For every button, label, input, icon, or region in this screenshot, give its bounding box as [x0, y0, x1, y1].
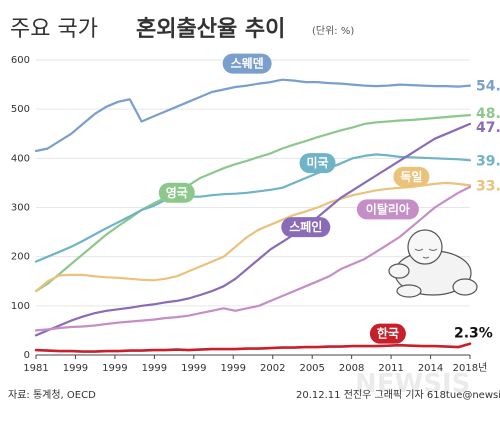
- series-name-label: 미국: [306, 155, 328, 170]
- series-line-sweden: [34, 78, 472, 153]
- x-tick-label: 2011: [378, 363, 403, 374]
- y-tick-label: 200: [11, 252, 30, 263]
- series-name-label: 한국: [377, 326, 399, 341]
- series-name-label: 독일: [400, 170, 422, 184]
- series-tag-spain: 스페인: [281, 217, 331, 238]
- series-tag-italy: 이탈리아: [356, 199, 419, 220]
- x-tick-label: 1999: [63, 363, 88, 374]
- x-tick-label: 1981: [23, 363, 48, 374]
- x-tick-label: 1999: [221, 363, 246, 374]
- series-name-label: 스페인: [289, 219, 322, 234]
- x-tick-label: 1999: [102, 363, 127, 374]
- series-tag-bg: [369, 323, 406, 344]
- series-name-label: 스웨덴: [231, 56, 264, 71]
- series-tag-bg: [356, 199, 419, 220]
- x-tick-label: 1999: [142, 363, 167, 374]
- chart-title-prefix: 주요 국가: [10, 17, 98, 42]
- source-text: 자료: 통계청, OECD: [8, 389, 96, 401]
- series-tag-bg: [393, 166, 430, 187]
- series-name-label: 이탈리아: [366, 201, 410, 216]
- y-tick-label: 100: [11, 301, 30, 312]
- series-tag-bg: [158, 182, 195, 203]
- x-tick-label: 2014: [418, 363, 443, 374]
- series-tag-bg: [281, 217, 331, 238]
- y-tick-label: 0: [24, 350, 30, 361]
- series-tag-bg: [222, 53, 272, 74]
- series-tag-bg: [299, 153, 336, 174]
- series-tag-sweden: 스웨덴: [222, 53, 272, 74]
- series-tag-usa: 미국: [299, 153, 336, 174]
- y-tick-label: 600: [11, 55, 30, 66]
- series-lines: [34, 78, 472, 353]
- x-tick-label: 1999: [181, 363, 206, 374]
- x-tick-label: 2002: [260, 363, 285, 374]
- x-tick-label: 2005: [299, 363, 324, 374]
- end-value-label-usa: 39.6: [476, 153, 500, 169]
- series-tag-germany: 독일: [393, 166, 430, 187]
- y-tick-label: 300: [11, 203, 30, 214]
- axes: 0 100 200 300 400 500 600 1981 1999 1999 1999 1999 1…: [11, 55, 487, 374]
- end-value-label-sweden: 54.5: [476, 79, 500, 95]
- x-tick-label: 2008: [339, 363, 364, 374]
- chart-title: 혼외출산율 추이: [136, 17, 285, 42]
- x-tick-label: 2018년: [453, 362, 488, 374]
- series-line-germany: [34, 181, 472, 293]
- series-line-italy: [34, 185, 472, 332]
- end-value-label-spain: 47.3: [476, 120, 500, 136]
- series-line-usa: [34, 153, 472, 263]
- series-tag-uk: 영국: [158, 182, 195, 203]
- series-name-label: 영국: [166, 185, 188, 200]
- series-tag-korea: 한국: [369, 323, 406, 344]
- unit-label: (단위: %): [312, 24, 354, 37]
- baby-illustration: [388, 229, 478, 298]
- y-tick-label: 500: [11, 104, 30, 115]
- end-value-label-uk: 48.4: [476, 106, 500, 122]
- series-line-spain: [34, 122, 472, 337]
- watermark-text: NEWSIS: [355, 369, 470, 399]
- series-line-korea: [34, 342, 472, 353]
- series-line-uk: [34, 113, 472, 293]
- end-value-label-korea: 2.3%: [454, 326, 493, 342]
- credit-text: 20.12.11 전진우 그래픽 기자 618tue@newsis.com: [296, 389, 500, 401]
- end-value-label-germany: 33.9: [476, 178, 500, 194]
- y-tick-label: 400: [11, 153, 30, 164]
